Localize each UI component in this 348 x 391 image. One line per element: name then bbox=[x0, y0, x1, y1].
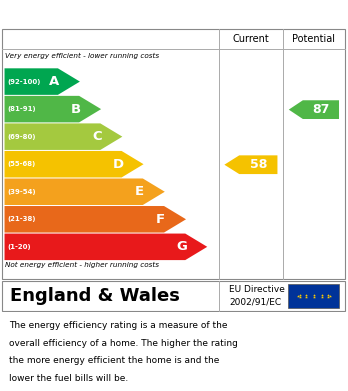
Text: B: B bbox=[71, 102, 81, 116]
Text: (39-54): (39-54) bbox=[7, 189, 36, 195]
Text: overall efficiency of a home. The higher the rating: overall efficiency of a home. The higher… bbox=[9, 339, 238, 348]
Text: Potential: Potential bbox=[292, 34, 335, 44]
Text: (81-91): (81-91) bbox=[7, 106, 36, 112]
Polygon shape bbox=[5, 178, 165, 205]
Polygon shape bbox=[5, 96, 101, 122]
Text: (21-38): (21-38) bbox=[7, 216, 36, 222]
Text: 58: 58 bbox=[250, 158, 267, 171]
Text: (1-20): (1-20) bbox=[7, 244, 31, 250]
Text: (92-100): (92-100) bbox=[7, 79, 41, 84]
Text: Very energy efficient - lower running costs: Very energy efficient - lower running co… bbox=[5, 52, 159, 59]
Polygon shape bbox=[224, 155, 277, 174]
Text: Current: Current bbox=[232, 34, 269, 44]
Text: F: F bbox=[156, 213, 165, 226]
Text: E: E bbox=[135, 185, 144, 198]
Text: C: C bbox=[92, 130, 102, 143]
Text: England & Wales: England & Wales bbox=[10, 287, 180, 305]
Text: the more energy efficient the home is and the: the more energy efficient the home is an… bbox=[9, 356, 219, 365]
Polygon shape bbox=[5, 206, 186, 233]
Text: 87: 87 bbox=[312, 103, 330, 116]
Text: (69-80): (69-80) bbox=[7, 134, 36, 140]
Text: A: A bbox=[49, 75, 60, 88]
Text: Not energy efficient - higher running costs: Not energy efficient - higher running co… bbox=[5, 262, 159, 269]
Polygon shape bbox=[5, 68, 80, 95]
Polygon shape bbox=[5, 233, 207, 260]
Text: EU Directive
2002/91/EC: EU Directive 2002/91/EC bbox=[229, 285, 285, 306]
Text: D: D bbox=[112, 158, 124, 171]
Text: The energy efficiency rating is a measure of the: The energy efficiency rating is a measur… bbox=[9, 321, 227, 330]
Polygon shape bbox=[5, 124, 122, 150]
Text: (55-68): (55-68) bbox=[7, 161, 35, 167]
Bar bbox=[288, 284, 339, 308]
Polygon shape bbox=[289, 100, 339, 119]
Text: lower the fuel bills will be.: lower the fuel bills will be. bbox=[9, 374, 128, 383]
Text: Energy Efficiency Rating: Energy Efficiency Rating bbox=[10, 7, 220, 22]
Text: G: G bbox=[176, 240, 187, 253]
Polygon shape bbox=[5, 151, 144, 178]
